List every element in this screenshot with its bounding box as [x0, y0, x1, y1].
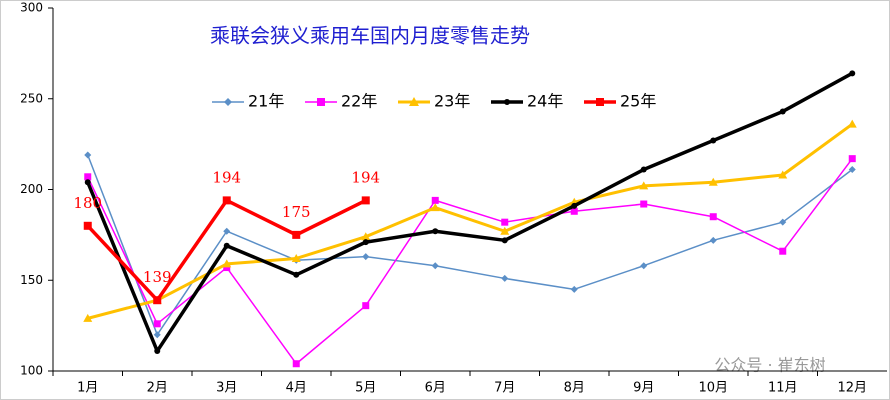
x-tick-label: 9月 [633, 381, 654, 396]
legend-label: 21年 [248, 92, 284, 111]
marker [779, 108, 786, 115]
series-line [87, 158, 853, 365]
marker [317, 98, 325, 106]
data-label: 139 [143, 268, 172, 286]
marker [640, 262, 648, 270]
marker [154, 348, 161, 355]
marker [596, 98, 604, 106]
marker [500, 226, 510, 235]
marker [430, 203, 440, 212]
marker [224, 98, 232, 106]
marker [709, 213, 717, 221]
marker [639, 181, 649, 190]
x-tick-label: 5月 [355, 381, 376, 396]
marker [362, 253, 370, 261]
y-tick-label: 100 [20, 364, 43, 378]
legend-item: 23年 [398, 92, 470, 111]
x-tick-label: 7月 [494, 381, 515, 396]
chart-title: 乘联会狭义乘用车国内月度零售走势 [210, 24, 530, 48]
marker [501, 218, 509, 226]
marker [222, 196, 231, 205]
marker [84, 179, 91, 186]
marker [222, 259, 232, 268]
marker [779, 247, 787, 255]
x-tick-label: 11月 [768, 381, 798, 396]
marker [778, 170, 788, 179]
marker [848, 155, 856, 163]
marker [501, 274, 509, 282]
y-tick-label: 150 [20, 273, 43, 287]
data-label: 175 [282, 203, 311, 221]
marker [223, 264, 231, 272]
marker [571, 202, 578, 209]
marker [292, 230, 301, 239]
x-tick-label: 2月 [147, 381, 168, 396]
marker [153, 331, 161, 339]
marker [362, 302, 370, 310]
marker [153, 296, 162, 305]
marker [779, 218, 787, 226]
x-tick-label: 6月 [425, 381, 446, 396]
marker [153, 320, 161, 328]
legend-item: 22年 [305, 92, 377, 111]
legend-label: 25年 [620, 92, 656, 111]
marker [83, 221, 92, 230]
marker [504, 99, 510, 105]
marker [570, 207, 578, 215]
marker [84, 173, 92, 181]
marker [361, 196, 370, 205]
data-label: 180 [73, 194, 102, 212]
marker [708, 177, 718, 186]
marker [291, 253, 301, 262]
series-line [86, 71, 854, 353]
x-tick-label: 3月 [216, 381, 237, 396]
watermark: 公众号 · 崔东树 [714, 356, 825, 375]
data-label: 194 [212, 168, 241, 186]
marker [640, 166, 647, 173]
data-label: 194 [351, 168, 380, 186]
marker [709, 236, 717, 244]
marker [293, 271, 300, 278]
x-tick-label: 8月 [564, 381, 585, 396]
x-tick-label: 1月 [77, 381, 98, 396]
series-line [87, 122, 854, 320]
series-line [87, 154, 853, 336]
x-tick-label: 10月 [698, 381, 728, 396]
marker [849, 70, 856, 77]
legend-label: 24年 [527, 92, 563, 111]
marker [431, 262, 439, 270]
legend-label: 22年 [341, 92, 377, 111]
marker [570, 285, 578, 293]
marker [362, 239, 369, 246]
marker [432, 228, 439, 235]
y-tick-label: 300 [20, 1, 43, 15]
legend-label: 23年 [434, 92, 470, 111]
marker [84, 151, 92, 159]
legend-item: 24年 [491, 92, 563, 111]
marker [431, 196, 439, 204]
x-tick-label: 12月 [837, 381, 867, 396]
marker [710, 137, 717, 144]
marker [292, 360, 300, 368]
marker [223, 227, 231, 235]
marker [640, 200, 648, 208]
marker [847, 119, 857, 128]
marker [848, 166, 856, 174]
y-tick-label: 250 [20, 91, 43, 105]
marker [223, 242, 230, 249]
legend-item: 21年 [212, 92, 284, 111]
x-tick-label: 4月 [286, 381, 307, 396]
marker [409, 97, 419, 106]
marker [501, 237, 508, 244]
marker [83, 313, 93, 322]
legend-item: 25年 [584, 92, 656, 111]
marker [361, 232, 371, 241]
y-tick-label: 200 [20, 182, 43, 196]
